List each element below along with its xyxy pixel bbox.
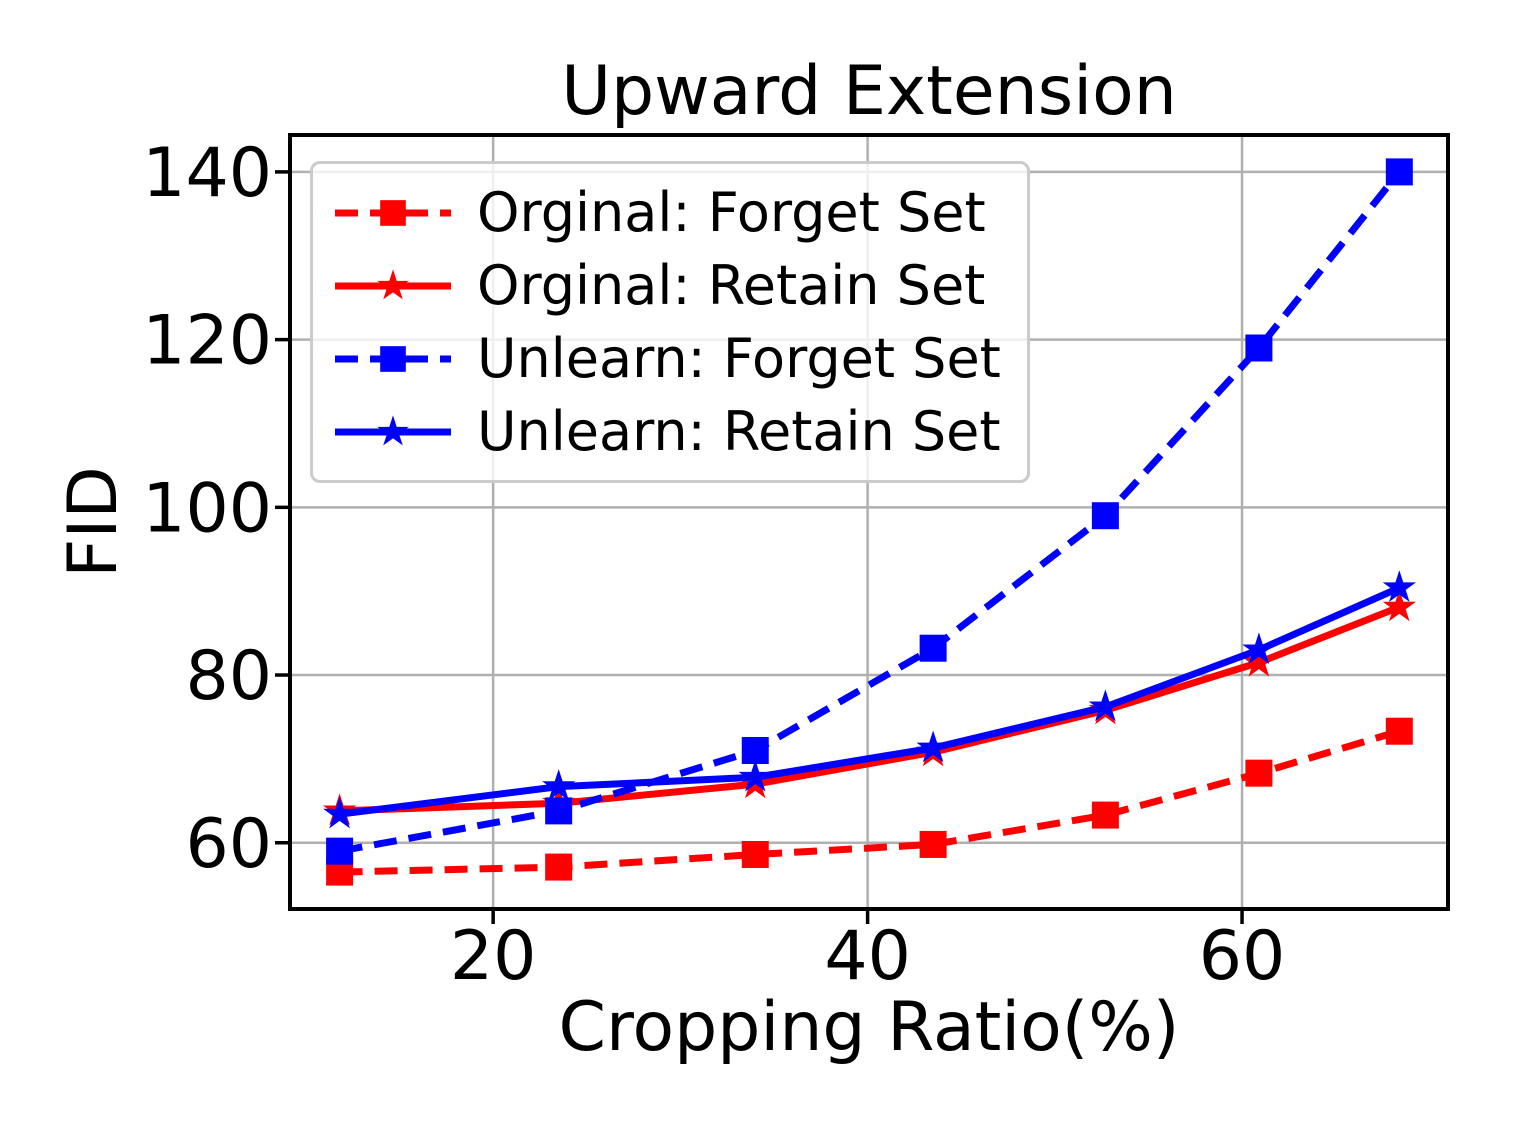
square-marker	[1385, 717, 1413, 745]
y-tick-label: 60	[185, 805, 272, 884]
star-marker	[1242, 632, 1276, 664]
square-marker	[545, 853, 573, 881]
series-3	[323, 570, 1416, 829]
square-marker	[1245, 334, 1273, 362]
chart-title: Upward Extension	[561, 52, 1177, 131]
y-axis-label: FID	[54, 466, 133, 578]
legend-row: Unlearn: Forget Set	[333, 322, 1001, 395]
star-marker	[916, 730, 950, 763]
x-axis-label: Cropping Ratio(%)	[559, 988, 1180, 1067]
legend-sample-line	[335, 345, 451, 372]
x-tick-label: 40	[824, 917, 911, 996]
series-line	[339, 727, 1401, 876]
legend: Orginal: Forget Set Orginal: Retain Set Un…	[310, 161, 1030, 483]
legend-label: Unlearn: Forget Set	[477, 326, 1001, 390]
series-2	[326, 158, 1413, 865]
legend-row: Orginal: Forget Set	[333, 176, 1001, 249]
star-marker	[1088, 689, 1122, 722]
star-marker	[1242, 645, 1276, 677]
star-marker	[323, 796, 357, 829]
legend-sample-line	[335, 199, 451, 226]
legend-sample-line	[335, 268, 451, 299]
series-line	[339, 603, 1401, 815]
square-marker	[741, 737, 769, 765]
square-marker	[919, 634, 947, 662]
square-marker	[1385, 158, 1413, 186]
legend-label: Unlearn: Retain Set	[477, 399, 1001, 463]
square-marker	[380, 199, 406, 226]
y-tick-label: 80	[185, 637, 272, 716]
chart-generated-layer: 20 40 60 60 80 100 120 140	[142, 133, 1450, 996]
square-marker	[380, 345, 406, 372]
star-marker	[377, 414, 409, 445]
legend-label: Orginal: Forget Set	[477, 180, 986, 244]
x-tick-label: 20	[450, 917, 537, 996]
legend-label: Orginal: Retain Set	[477, 253, 986, 317]
square-marker	[1091, 502, 1119, 530]
series-1	[323, 589, 1416, 825]
series-line	[339, 584, 1401, 818]
star-marker	[542, 769, 576, 801]
square-marker	[1091, 801, 1119, 829]
square-marker	[1245, 759, 1273, 787]
y-tick-label: 140	[142, 134, 272, 213]
legend-sample-line	[335, 414, 451, 445]
square-marker	[545, 797, 573, 825]
series-0	[326, 717, 1413, 886]
legend-row: Unlearn: Retain Set	[333, 395, 1001, 468]
y-tick-label: 120	[142, 302, 272, 381]
x-tick-label: 60	[1199, 917, 1286, 996]
square-marker	[741, 840, 769, 868]
square-marker	[326, 837, 354, 865]
legend-row: Orginal: Retain Set	[333, 249, 1001, 322]
square-marker	[919, 830, 947, 858]
star-marker	[377, 268, 409, 299]
star-marker	[1382, 589, 1416, 622]
y-tick-label: 100	[142, 469, 272, 548]
star-marker	[738, 759, 772, 792]
star-marker	[1382, 570, 1416, 602]
